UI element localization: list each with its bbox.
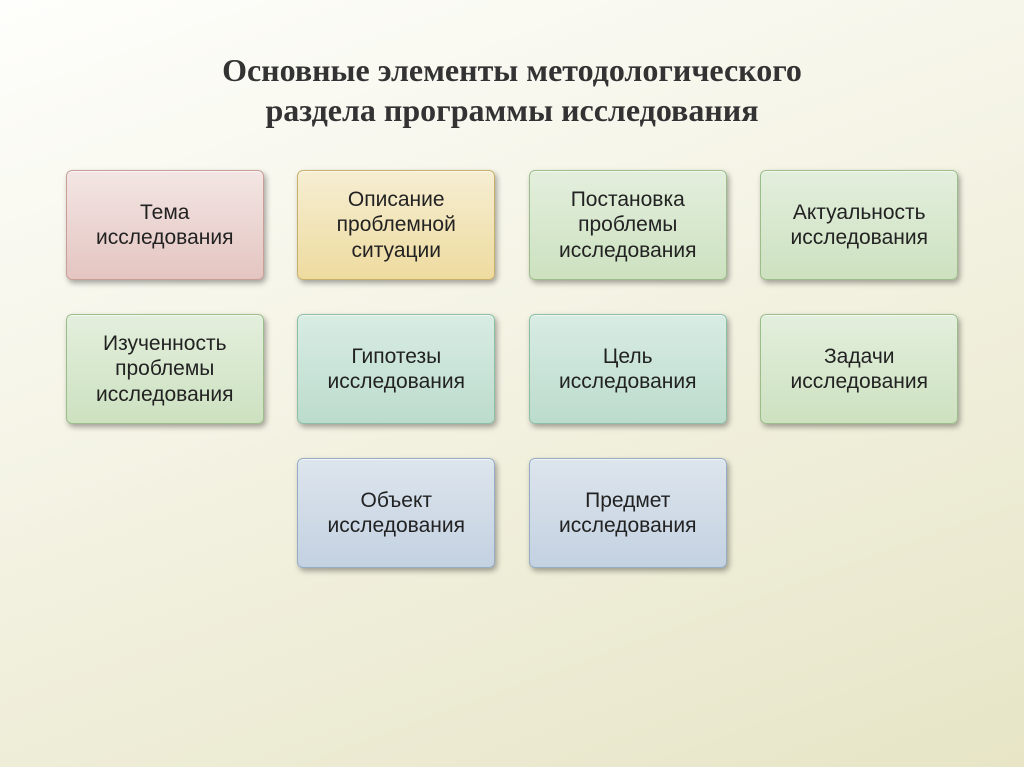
elements-grid: Тема исследования Описание проблемной сит… <box>60 170 964 568</box>
element-box: Описание проблемной ситуации <box>297 170 495 280</box>
element-box-label: Гипотезы исследования <box>328 344 465 394</box>
element-box-label: Цель исследования <box>559 344 696 394</box>
element-box-label: Актуальность исследования <box>791 200 928 250</box>
element-box-label: Постановка проблемы исследования <box>559 187 696 263</box>
element-box-label: Задачи исследования <box>791 344 928 394</box>
element-box-label: Предмет исследования <box>559 488 696 538</box>
title-line-1: Основные элементы методологического <box>222 52 802 88</box>
element-box-label: Тема исследования <box>96 200 233 250</box>
element-box-label: Описание проблемной ситуации <box>337 187 456 263</box>
element-box: Цель исследования <box>529 314 727 424</box>
element-box: Тема исследования <box>66 170 264 280</box>
element-box: Гипотезы исследования <box>297 314 495 424</box>
title-line-2: раздела программы исследования <box>266 92 759 128</box>
slide: Основные элементы методологического разд… <box>0 0 1024 767</box>
element-box-label: Объект исследования <box>328 488 465 538</box>
page-title: Основные элементы методологического разд… <box>60 50 964 130</box>
element-box: Актуальность исследования <box>760 170 958 280</box>
element-box: Предмет исследования <box>529 458 727 568</box>
element-box: Изученность проблемы исследования <box>66 314 264 424</box>
element-box: Постановка проблемы исследования <box>529 170 727 280</box>
element-box-label: Изученность проблемы исследования <box>96 331 233 407</box>
element-box: Объект исследования <box>297 458 495 568</box>
element-box: Задачи исследования <box>760 314 958 424</box>
